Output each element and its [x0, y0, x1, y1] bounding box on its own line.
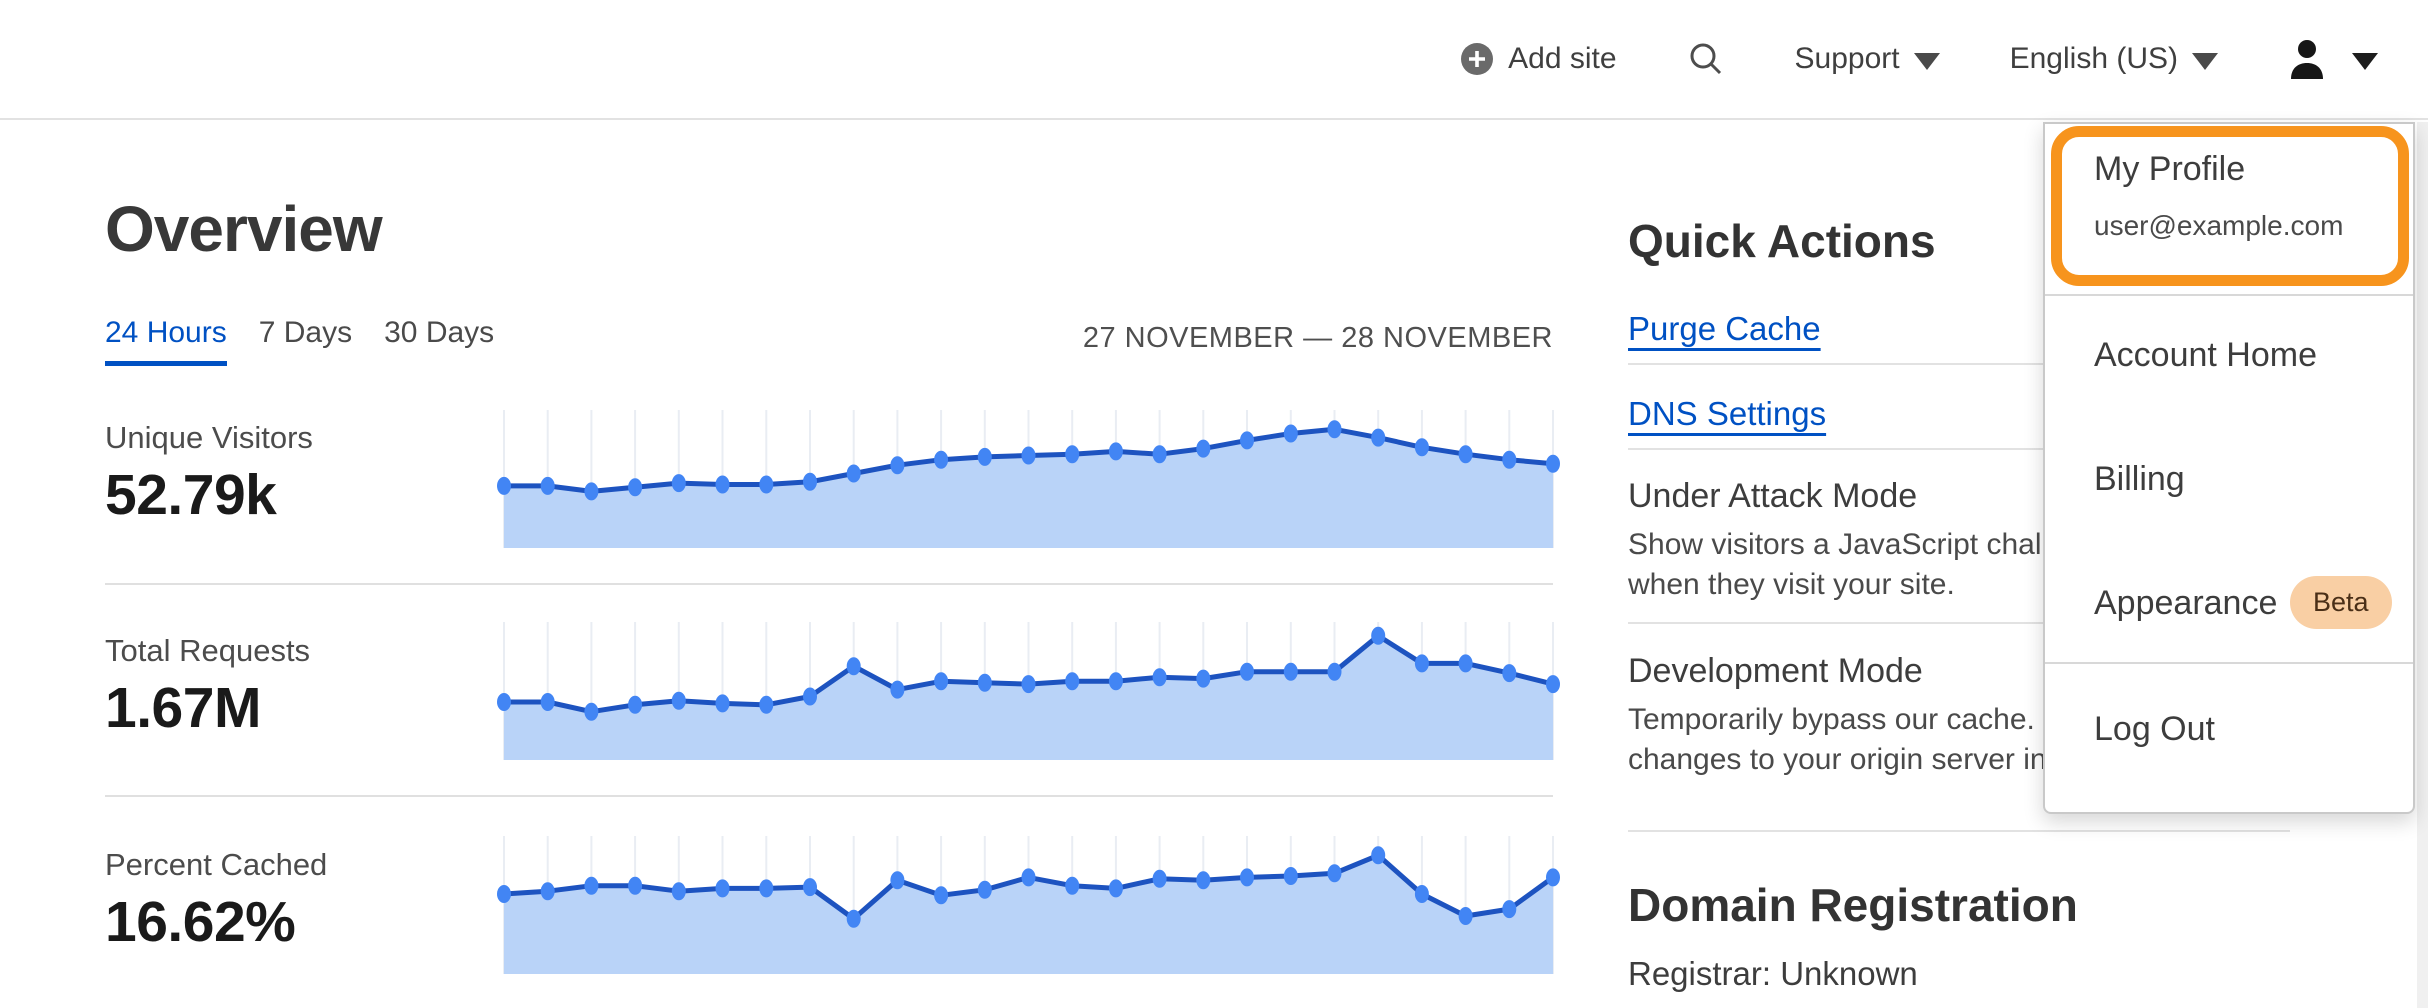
divider [1628, 830, 2290, 832]
menu-item-appearance[interactable]: Appearance [2094, 584, 2278, 622]
quick-actions-title: Quick Actions [1628, 215, 1936, 267]
tab-24-hours[interactable]: 24 Hours [105, 316, 227, 366]
tab-7-days[interactable]: 7 Days [258, 316, 353, 349]
language-label: English (US) [2009, 42, 2178, 75]
stat-label-percent-cached: Percent Cached [105, 847, 328, 882]
search-button[interactable] [1687, 40, 1725, 78]
menu-item-my-profile[interactable]: My Profile [2094, 150, 2246, 188]
scrollbar-track[interactable] [2417, 122, 2428, 1008]
account-menu-button[interactable] [2288, 37, 2378, 81]
menu-item-log-out[interactable]: Log Out [2094, 710, 2215, 748]
chevron-down-icon [2352, 52, 2378, 70]
percent-cached-chart [497, 836, 1560, 974]
page-title: Overview [105, 193, 383, 265]
stat-label-unique-visitors: Unique Visitors [105, 420, 313, 455]
stat-value-total-requests: 1.67M [105, 676, 261, 740]
under-attack-mode-description: Show visitors a JavaScript challen [1628, 528, 2082, 561]
add-site-button[interactable]: Add site [1460, 42, 1617, 76]
menu-item-billing[interactable]: Billing [2094, 460, 2185, 498]
chevron-down-icon [1913, 52, 1940, 70]
language-menu[interactable]: English (US) [2010, 42, 2218, 76]
menu-item-account-home[interactable]: Account Home [2094, 336, 2317, 374]
total-requests-chart [497, 622, 1560, 760]
divider [1628, 448, 2290, 450]
divider [1628, 622, 2290, 624]
account-dropdown-menu: My Profile user@example.com Account Home… [2043, 122, 2415, 814]
divider [105, 583, 1553, 585]
unique-visitors-chart [497, 410, 1560, 548]
purge-cache-link[interactable]: Purge Cache [1628, 310, 1821, 347]
divider [105, 795, 1553, 797]
time-range-tabs: 24 Hours 7 Days 30 Days [105, 316, 494, 366]
development-mode-title: Development Mode [1628, 652, 1923, 690]
tab-30-days[interactable]: 30 Days [384, 316, 495, 349]
add-site-label: Add site [1508, 42, 1617, 75]
top-nav: Add site Support English (US) [0, 0, 2428, 120]
user-icon [2291, 40, 2323, 79]
chevron-down-icon [2192, 52, 2218, 70]
dns-settings-link[interactable]: DNS Settings [1628, 395, 1827, 432]
support-menu[interactable]: Support [1795, 42, 1940, 76]
divider [2045, 662, 2413, 664]
under-attack-mode-description: when they visit your site. [1628, 568, 1955, 601]
domain-registration-title: Domain Registration [1628, 879, 2078, 931]
divider [2045, 294, 2413, 296]
development-mode-description: Temporarily bypass our cache. Se [1628, 703, 2080, 736]
plus-icon [1461, 43, 1494, 75]
support-label: Support [1794, 42, 1900, 75]
stat-label-total-requests: Total Requests [105, 633, 311, 668]
divider [1628, 363, 2290, 365]
stat-value-percent-cached: 16.62% [105, 890, 296, 954]
date-range-label: 27 NOVEMBER — 28 NOVEMBER [1082, 322, 1553, 354]
beta-badge: Beta [2290, 576, 2392, 629]
under-attack-mode-title: Under Attack Mode [1628, 477, 1918, 515]
registrar-value: Registrar: Unknown [1628, 955, 1918, 992]
search-icon [1690, 43, 1721, 75]
stat-value-unique-visitors: 52.79k [105, 463, 277, 527]
profile-email: user@example.com [2094, 210, 2344, 241]
development-mode-description: changes to your origin server in re [1628, 743, 2082, 776]
